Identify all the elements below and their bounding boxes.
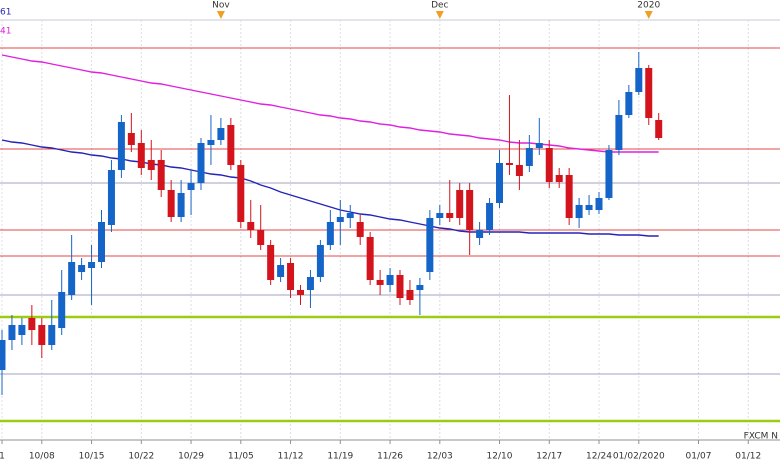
candle-body [187,183,195,190]
candle-body [177,193,185,217]
candle-body [426,218,434,272]
candle-body [237,165,245,222]
labels: 1 10/08 10/15 10/22 10/29 11/05 11/12 11/19 11/2… [0,1,761,462]
candle-body [18,325,26,335]
candle-body [336,217,344,222]
candle-body [505,163,513,165]
candle-body [515,165,523,176]
month-marker [216,11,225,19]
candle-body [456,190,464,218]
candle-body [0,340,6,370]
candle-body [585,205,593,210]
candle-body [555,175,563,182]
candle-body [137,143,145,168]
candle-body [277,265,285,277]
candle-body [615,115,623,150]
candle-body [88,262,96,268]
x-tick-label: 12/17 [536,452,562,462]
legend-entry: 61 [0,8,11,18]
month-label: 2020 [637,1,660,11]
candle-body [197,143,205,183]
x-tick-label: 12/03 [427,452,453,462]
candle-body [625,92,633,115]
candle-body [38,325,46,345]
month-marker [435,11,444,19]
x-tick-label: 10/08 [29,452,55,462]
candle-body [476,230,484,238]
candle-body [545,148,553,182]
x-tick-label: 11/12 [278,452,304,462]
candles [0,52,663,395]
candle-body [207,140,215,145]
candle-body [68,262,76,295]
x-tick-label: 12/10 [487,452,513,462]
x-tick-label: 11/19 [327,452,353,462]
candle-body [306,277,314,290]
x-tick-label: 10/29 [178,452,204,462]
candle-body [376,280,384,285]
x-tick-label: 10/22 [128,452,154,462]
x-tick-label: 12/24 [586,452,612,462]
month-marker [644,11,653,19]
candle-body [147,160,155,170]
candle-body [406,290,414,300]
candle-body [535,143,543,148]
candle-body [645,68,653,118]
candle-body [167,190,175,217]
candle-body [267,245,275,280]
x-tick-label: 1 [0,452,5,462]
candle-body [486,203,494,230]
x-tick-label: 01/12 [735,452,761,462]
x-tick-label: 01/02/2020 [613,452,665,462]
candle-body [496,163,503,203]
candle-body [58,292,66,328]
candle-body [98,222,105,262]
candle-body [287,263,295,290]
x-tick-label: 11/26 [377,452,403,462]
candle-body [386,275,394,285]
candle-body [346,213,354,218]
candle-body [247,222,255,230]
candle-body [217,128,225,140]
candle-body [326,222,334,245]
candle-body [297,290,304,295]
candle-body [48,325,56,345]
candle-body [575,205,583,218]
candle-body [466,190,474,230]
candle-body [157,160,165,190]
candle-body [257,230,265,245]
candle-body [655,120,663,138]
candle-body [8,325,16,340]
candle-body [595,198,603,210]
legend-entry: 41 [0,27,11,37]
month-label: Nov [212,1,230,11]
candle-body [28,318,36,330]
candle-body [565,175,573,218]
month-label: Dec [431,1,448,11]
candle-body [356,222,364,237]
ma-line [1,139,659,237]
x-tick-label: 11/05 [228,452,254,462]
candle-body [635,68,643,92]
candle-body [316,245,324,277]
watermark: FXCM N [744,432,778,442]
levels [0,47,780,423]
candle-body [446,213,454,218]
candle-body [117,122,125,170]
candle-body [436,213,444,218]
candle-body [605,150,613,198]
candle-body [127,133,135,145]
candle-body [416,285,424,290]
candle-body [525,148,533,166]
candle-body [396,275,404,298]
candle-body [107,170,115,225]
x-tick-label: 10/15 [79,452,105,462]
x-tick-label: 01/07 [686,452,712,462]
candle-body [227,125,235,165]
candle-body [366,237,374,280]
candle-body [78,265,86,272]
